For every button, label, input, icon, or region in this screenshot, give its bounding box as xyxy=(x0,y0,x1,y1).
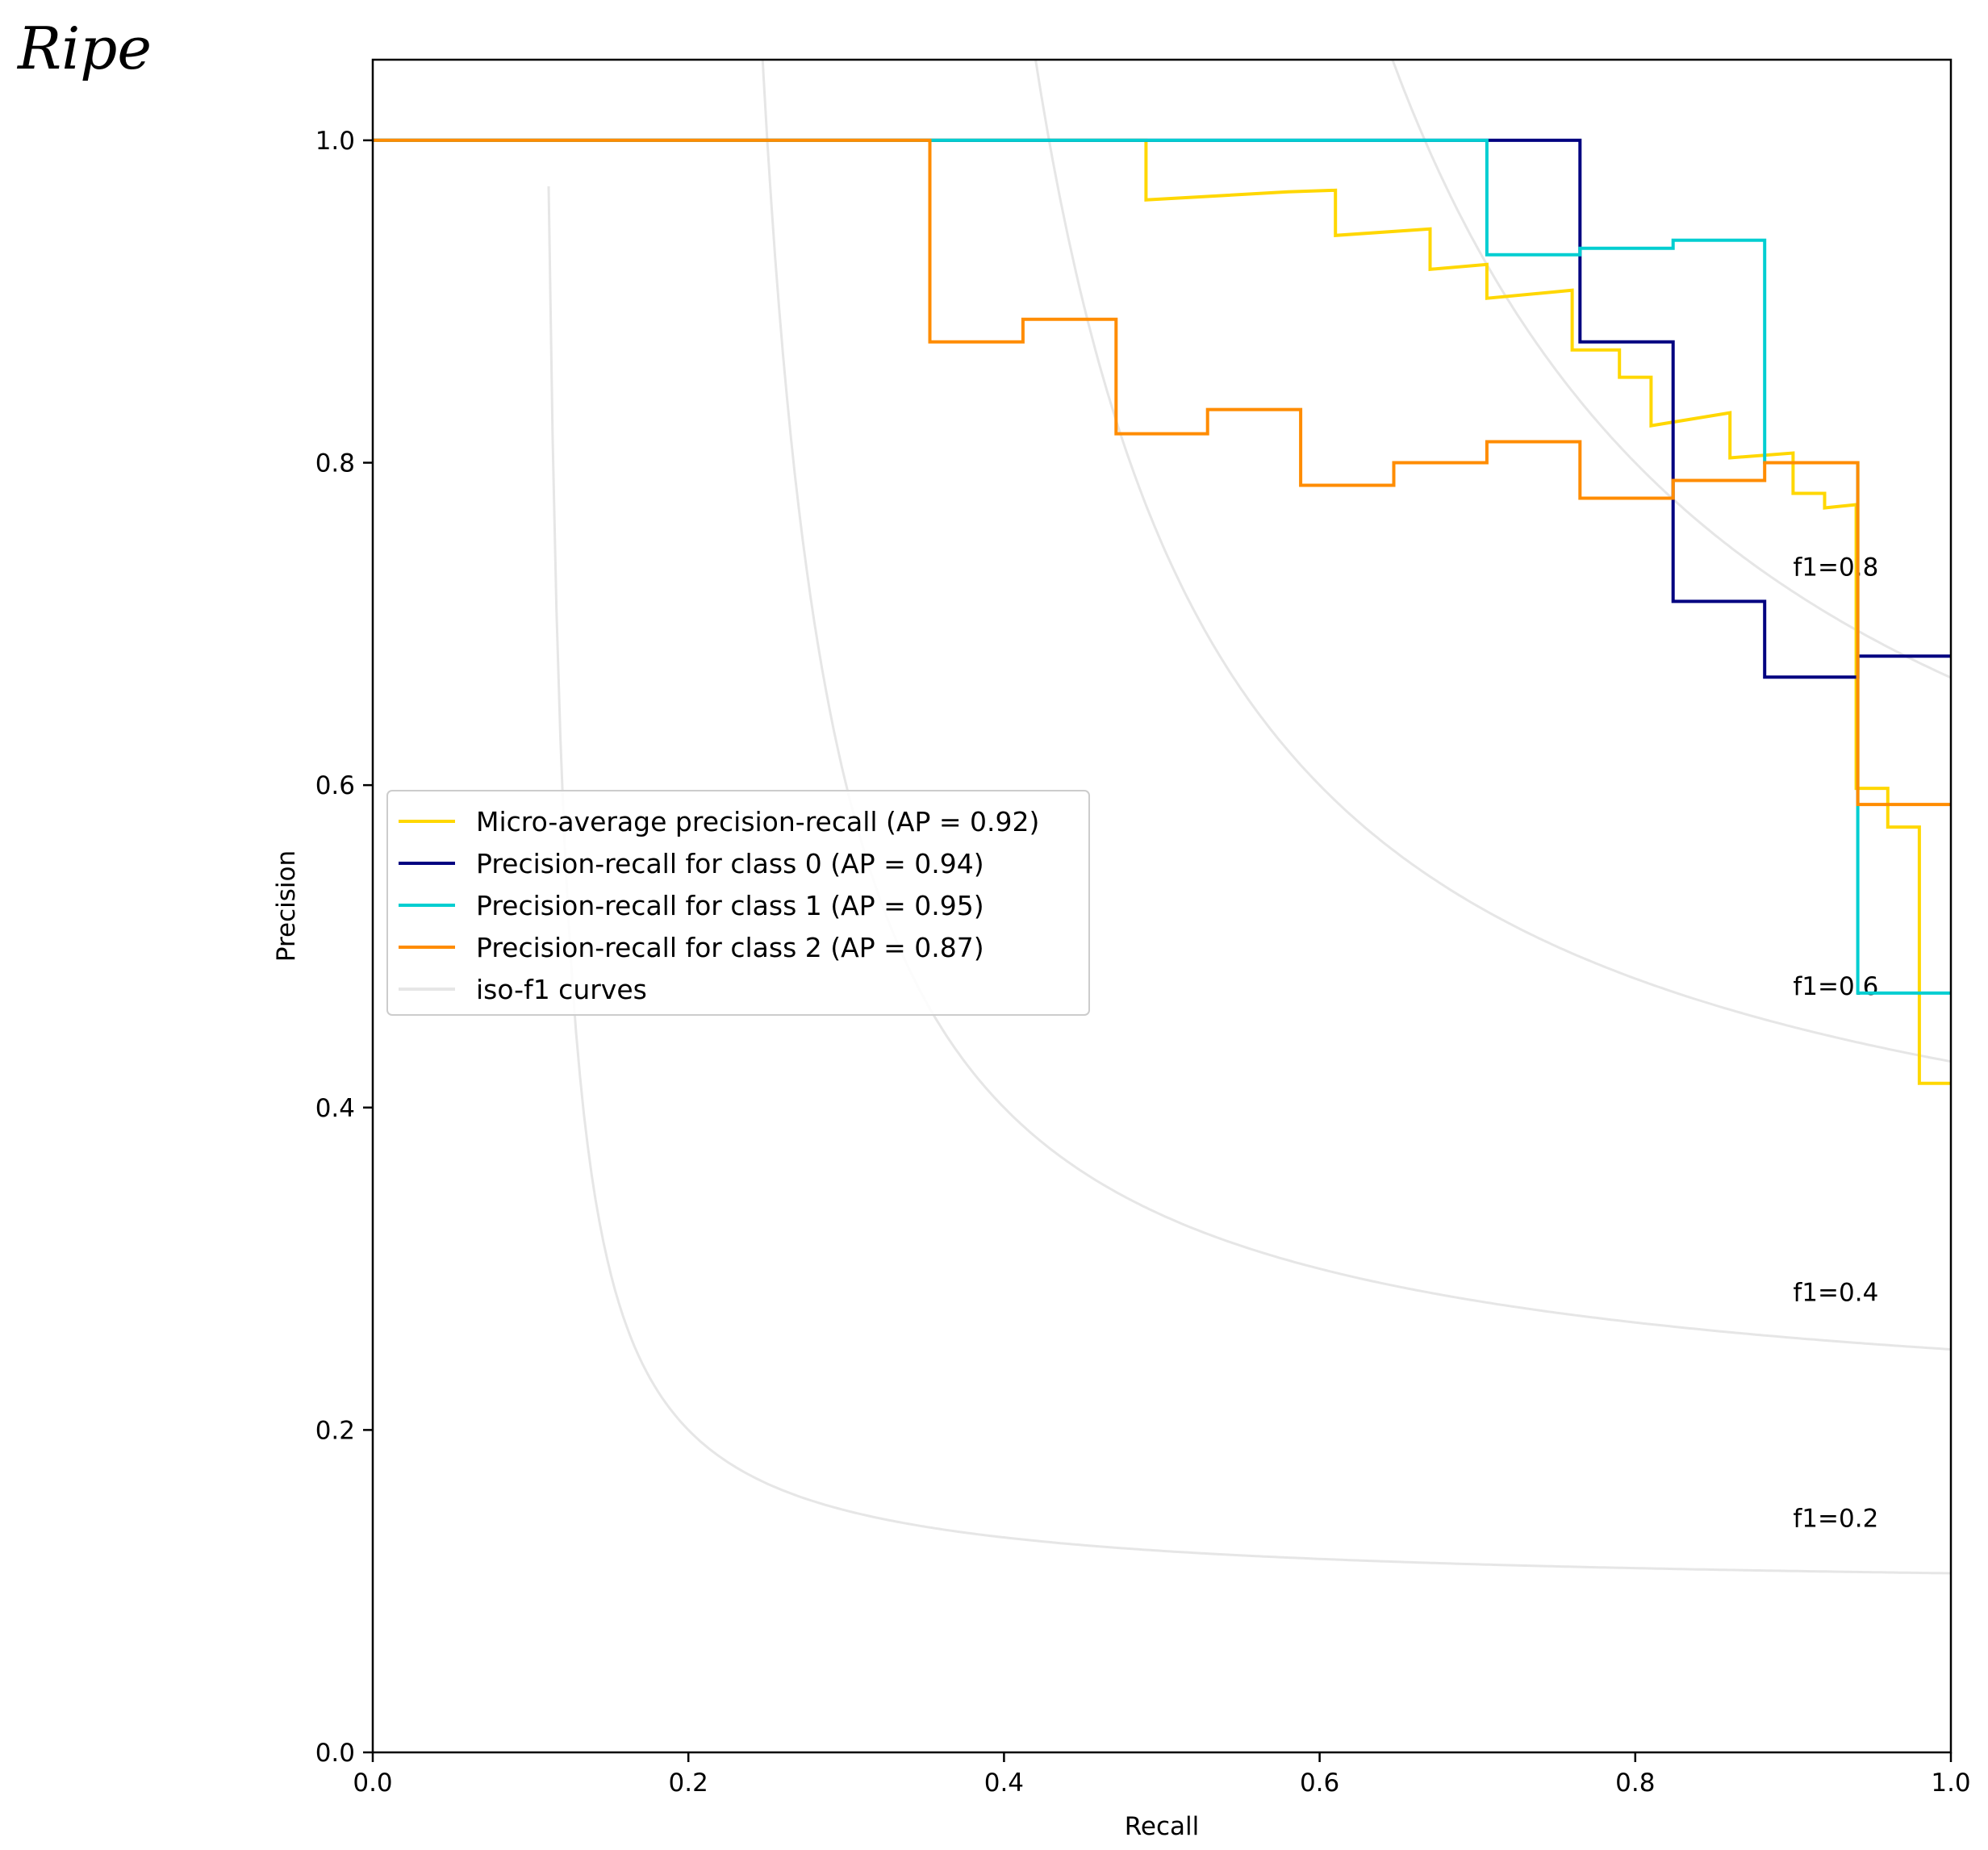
legend-label-4: iso-f1 curves xyxy=(476,974,647,1005)
figure-title: Ripe xyxy=(16,15,152,82)
iso-f1-label-1: f1=0.4 xyxy=(1793,1279,1878,1308)
iso-f1-label-0: f1=0.2 xyxy=(1793,1504,1878,1533)
series-line-3 xyxy=(373,138,1951,807)
y-tick-label-3: 0.6 xyxy=(315,771,355,800)
iso-f1-curve-1 xyxy=(761,60,1951,1351)
legend-label-1: Precision-recall for class 0 (AP = 0.94) xyxy=(476,848,984,879)
legend-label-2: Precision-recall for class 1 (AP = 0.95) xyxy=(476,890,984,921)
legend-box xyxy=(386,790,1090,1016)
y-tick-label-5: 1.0 xyxy=(315,127,355,156)
iso-f1-curve-2 xyxy=(1034,60,1951,1063)
legend-label-0: Micro-average precision-recall (AP = 0.9… xyxy=(476,806,1039,837)
iso-f1-curves: f1=0.2 f1=0.4 f1=0.6 f1=0.8 xyxy=(547,60,1951,1575)
axes: 0.0 0.2 0.4 0.6 0.8 1.0 0.0 0.2 0.4 0.6 0.8 1.0 Reca… xyxy=(272,58,1971,1841)
series-line-1 xyxy=(373,138,1951,679)
series-line-0 xyxy=(373,138,1951,1085)
legend: Micro-average precision-recall (AP = 0.9… xyxy=(386,790,1090,1016)
iso-f1-label-2: f1=0.6 xyxy=(1793,972,1878,1001)
y-tick-label-4: 0.8 xyxy=(315,449,355,478)
y-tick-label-0: 0.0 xyxy=(315,1739,355,1768)
iso-f1-curve-0 xyxy=(547,186,1951,1575)
iso-f1-label-3: f1=0.8 xyxy=(1793,553,1878,582)
x-tick-label-1: 0.2 xyxy=(669,1769,708,1798)
iso-f1-curve-3 xyxy=(1391,60,1951,679)
x-tick-label-4: 0.8 xyxy=(1615,1769,1655,1798)
x-tick-label-5: 1.0 xyxy=(1931,1769,1970,1798)
x-tick-label-3: 0.6 xyxy=(1300,1769,1339,1798)
x-tick-label-0: 0.0 xyxy=(353,1769,392,1798)
data-series xyxy=(373,138,1951,1085)
x-axis-label: Recall xyxy=(1125,1812,1200,1841)
y-tick-label-1: 0.2 xyxy=(315,1416,355,1445)
x-tick-label-2: 0.4 xyxy=(984,1769,1024,1798)
y-axis-label: Precision xyxy=(272,850,301,962)
y-tick-label-2: 0.4 xyxy=(315,1094,355,1123)
legend-label-3: Precision-recall for class 2 (AP = 0.87) xyxy=(476,932,984,963)
plot-frame xyxy=(371,58,1952,1754)
